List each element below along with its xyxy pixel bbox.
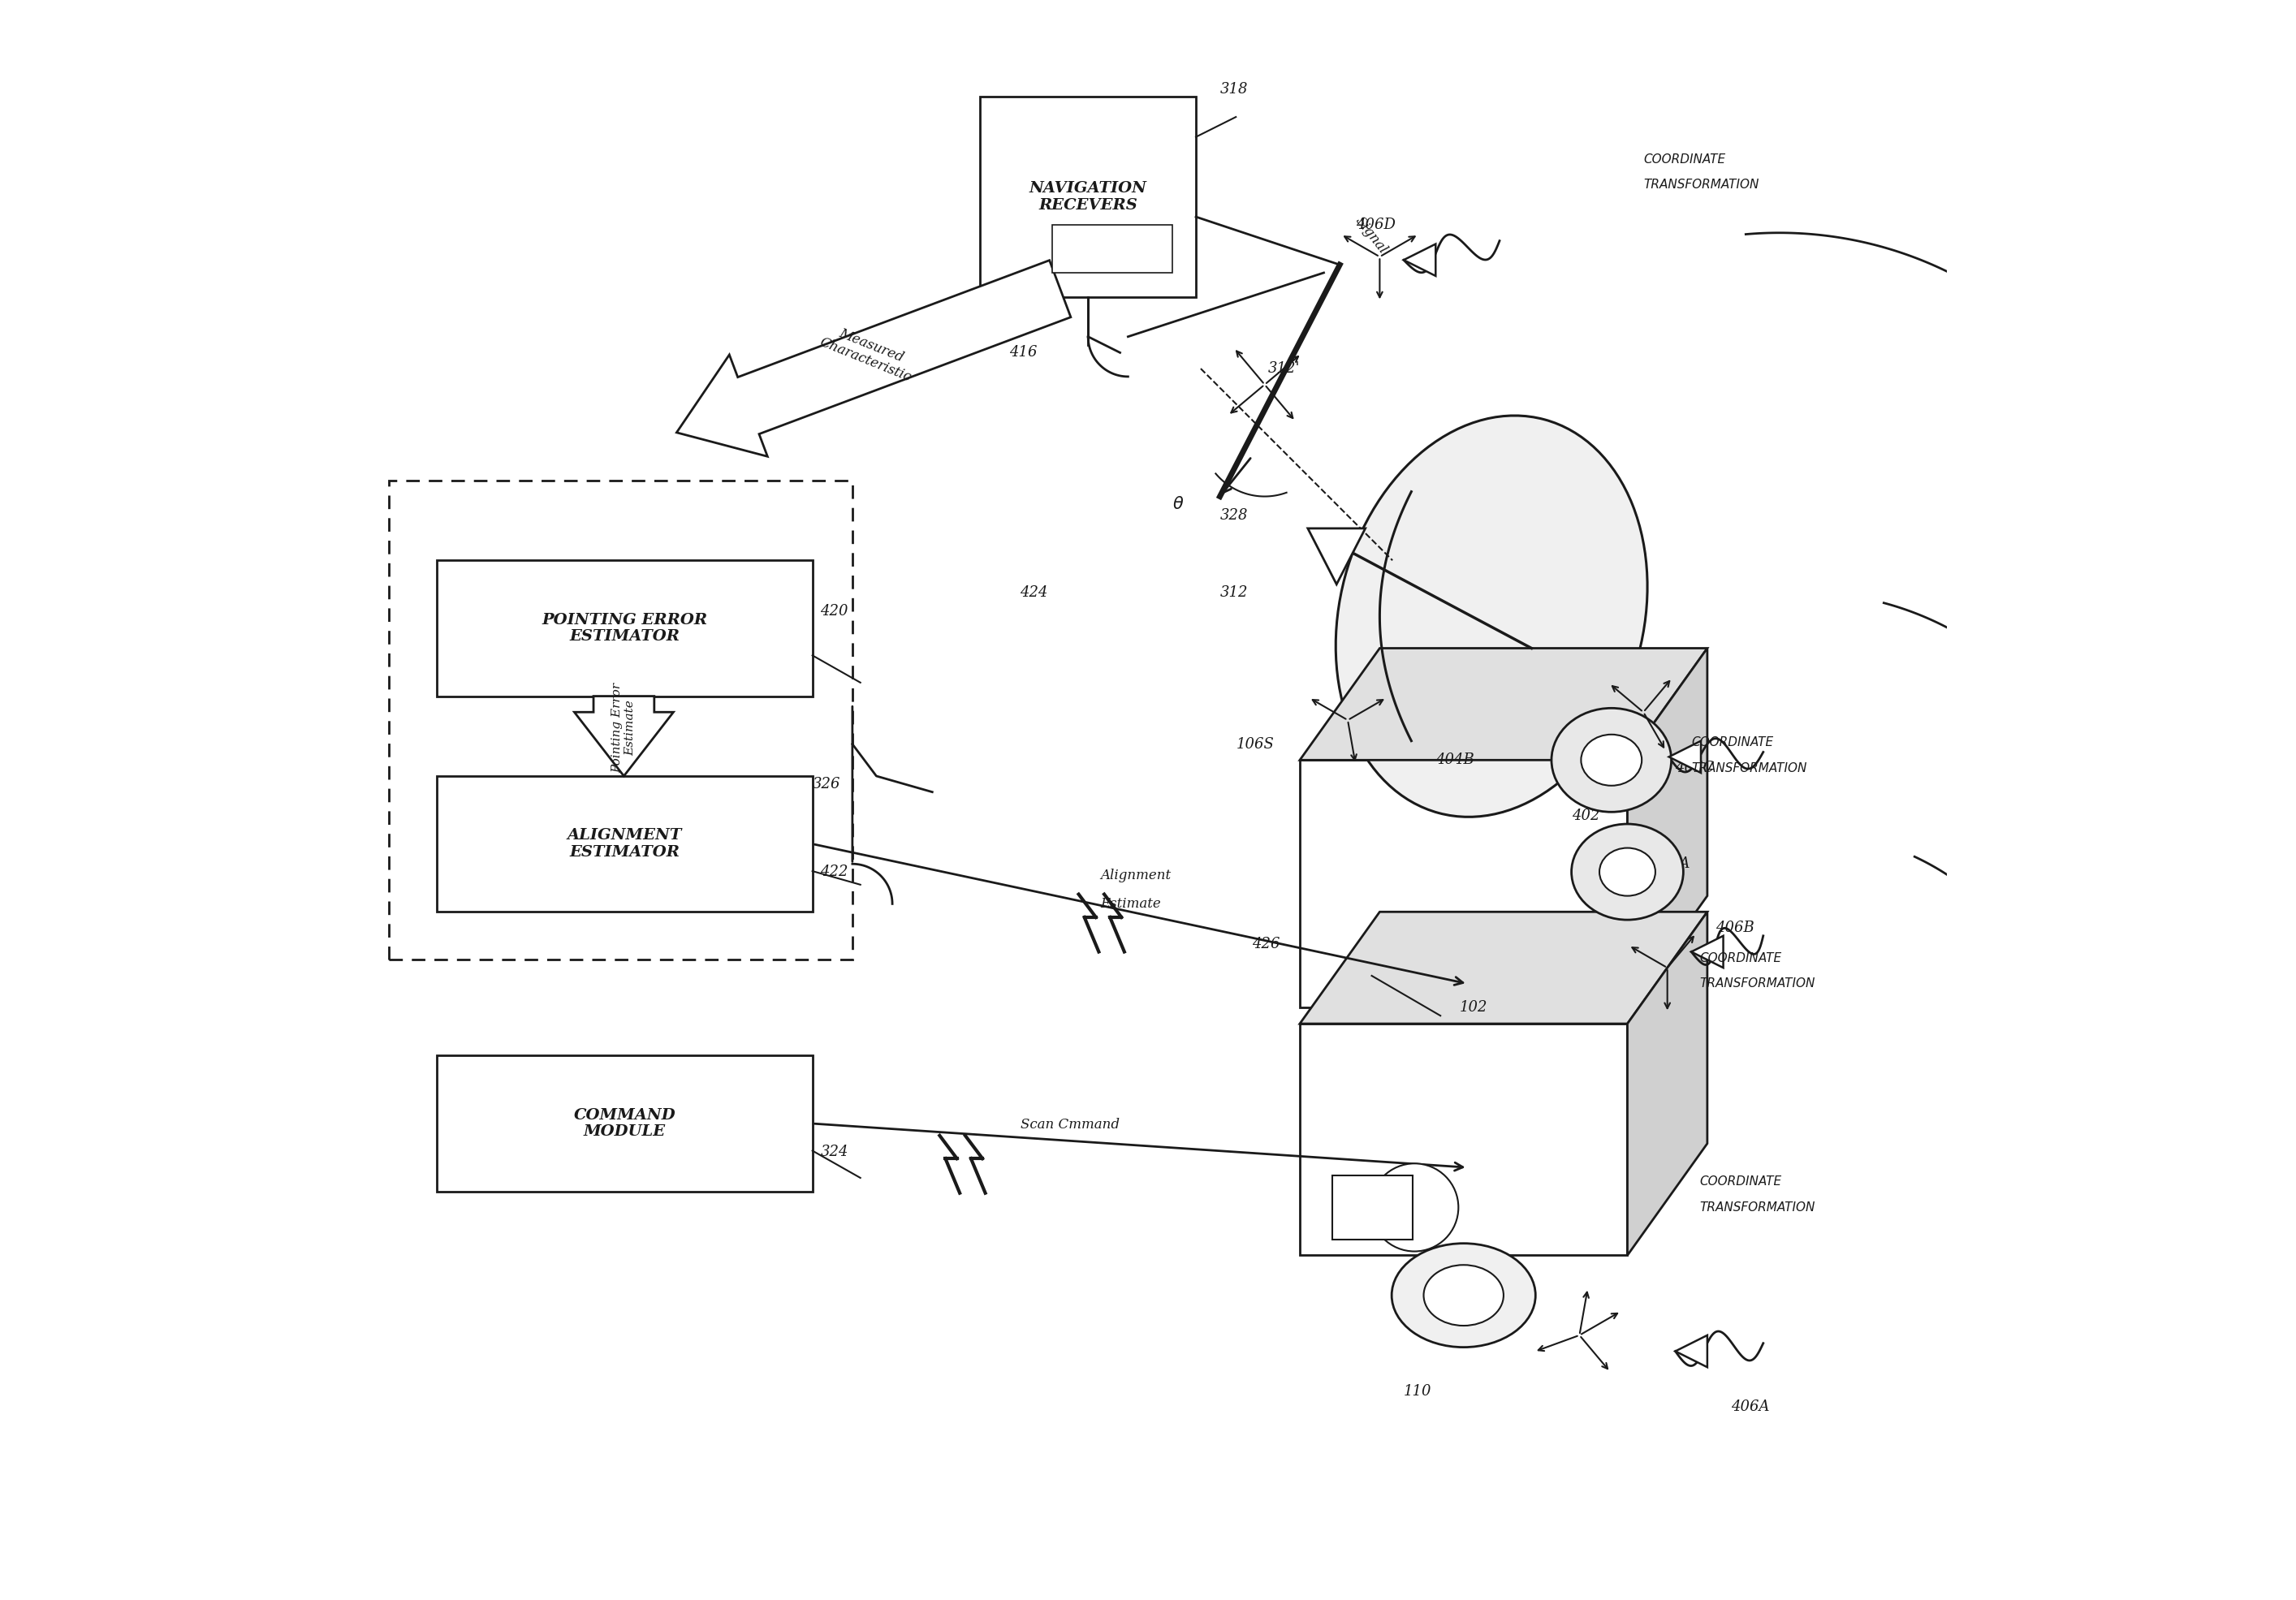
Bar (436, 1056, 813, 1192)
Text: COORDINATE: COORDINATE (1699, 952, 1782, 965)
Text: 102: 102 (1460, 1000, 1488, 1014)
Text: 404B: 404B (1435, 752, 1474, 768)
Ellipse shape (1391, 1243, 1536, 1347)
Text: 318: 318 (1219, 82, 1249, 96)
Ellipse shape (1371, 1163, 1458, 1251)
Polygon shape (1300, 760, 1628, 1008)
Ellipse shape (1336, 416, 1649, 818)
Text: COORDINATE: COORDINATE (1699, 1176, 1782, 1187)
Text: 416: 416 (1008, 346, 1038, 360)
Text: TRANSFORMATION: TRANSFORMATION (1692, 762, 1807, 774)
Text: 402: 402 (1570, 808, 1600, 824)
Text: Signal: Signal (1352, 214, 1389, 256)
Polygon shape (1300, 1024, 1628, 1256)
Polygon shape (1669, 741, 1701, 773)
Text: TRANSFORMATION: TRANSFORMATION (1644, 179, 1759, 190)
Bar (436, 776, 813, 912)
Polygon shape (1628, 648, 1708, 1008)
Text: COORDINATE: COORDINATE (1644, 154, 1727, 165)
Text: TRANSFORMATION: TRANSFORMATION (1699, 1202, 1814, 1213)
Text: COMMAND
MODULE: COMMAND MODULE (574, 1107, 675, 1139)
Polygon shape (1628, 912, 1708, 1256)
FancyArrow shape (574, 696, 673, 776)
Text: 406B: 406B (1715, 920, 1754, 934)
Text: 406D: 406D (1355, 218, 1396, 232)
Polygon shape (1309, 528, 1366, 584)
Bar (1332, 1176, 1412, 1240)
Text: 106S: 106S (1235, 736, 1274, 752)
Bar (980, 98, 1196, 296)
Text: 326: 326 (813, 776, 840, 792)
Polygon shape (1676, 1336, 1708, 1366)
Text: 110: 110 (1403, 1384, 1433, 1398)
Text: 420: 420 (820, 605, 850, 619)
Text: COORDINATE: COORDINATE (1692, 736, 1773, 749)
Text: 312: 312 (1219, 586, 1249, 600)
Ellipse shape (1570, 824, 1683, 920)
Text: 324: 324 (820, 1144, 850, 1158)
Text: Pointing Error
Estimate: Pointing Error Estimate (611, 683, 636, 773)
Text: $\theta$: $\theta$ (1171, 496, 1185, 512)
Text: Estimate: Estimate (1100, 898, 1162, 910)
FancyArrow shape (677, 261, 1070, 456)
Ellipse shape (1582, 734, 1642, 786)
Ellipse shape (1600, 848, 1655, 896)
Text: 406C: 406C (1676, 760, 1715, 776)
Bar (388, 480, 852, 960)
Text: 404A: 404A (1651, 856, 1690, 872)
Polygon shape (1300, 912, 1708, 1024)
Text: 426: 426 (1251, 936, 1279, 950)
Text: 406A: 406A (1731, 1400, 1770, 1414)
Text: POINTING ERROR
ESTIMATOR: POINTING ERROR ESTIMATOR (542, 613, 707, 643)
Ellipse shape (1552, 709, 1671, 811)
Ellipse shape (1424, 1266, 1504, 1326)
Bar (1052, 226, 1171, 272)
Polygon shape (1300, 648, 1708, 760)
Bar (436, 560, 813, 696)
Text: 424: 424 (1019, 586, 1049, 600)
Text: 312': 312' (1267, 362, 1300, 376)
Text: Alignment: Alignment (1100, 869, 1171, 882)
Text: Scan Cmmand: Scan Cmmand (1019, 1117, 1118, 1131)
Text: 422: 422 (820, 864, 850, 880)
Text: TRANSFORMATION: TRANSFORMATION (1699, 978, 1814, 990)
Text: Measured
Characteristic: Measured Characteristic (817, 320, 918, 384)
Text: ALIGNMENT
ESTIMATOR: ALIGNMENT ESTIMATOR (567, 829, 682, 859)
Text: 328: 328 (1219, 509, 1249, 523)
Polygon shape (1692, 936, 1724, 968)
Text: NAVIGATION
RECEVERS: NAVIGATION RECEVERS (1029, 181, 1148, 213)
Polygon shape (1403, 243, 1435, 275)
